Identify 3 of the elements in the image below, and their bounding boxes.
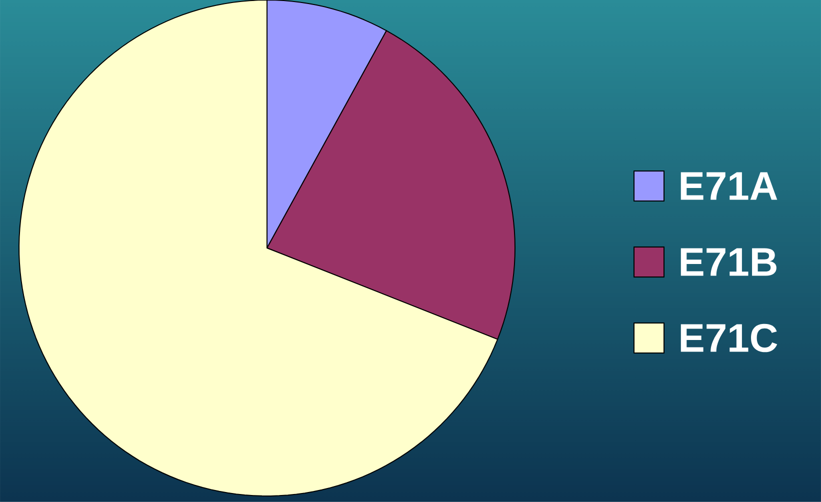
legend-label: E71B <box>680 248 776 276</box>
legend-label: E71C <box>680 324 778 352</box>
legend-label: E71A <box>680 172 778 200</box>
